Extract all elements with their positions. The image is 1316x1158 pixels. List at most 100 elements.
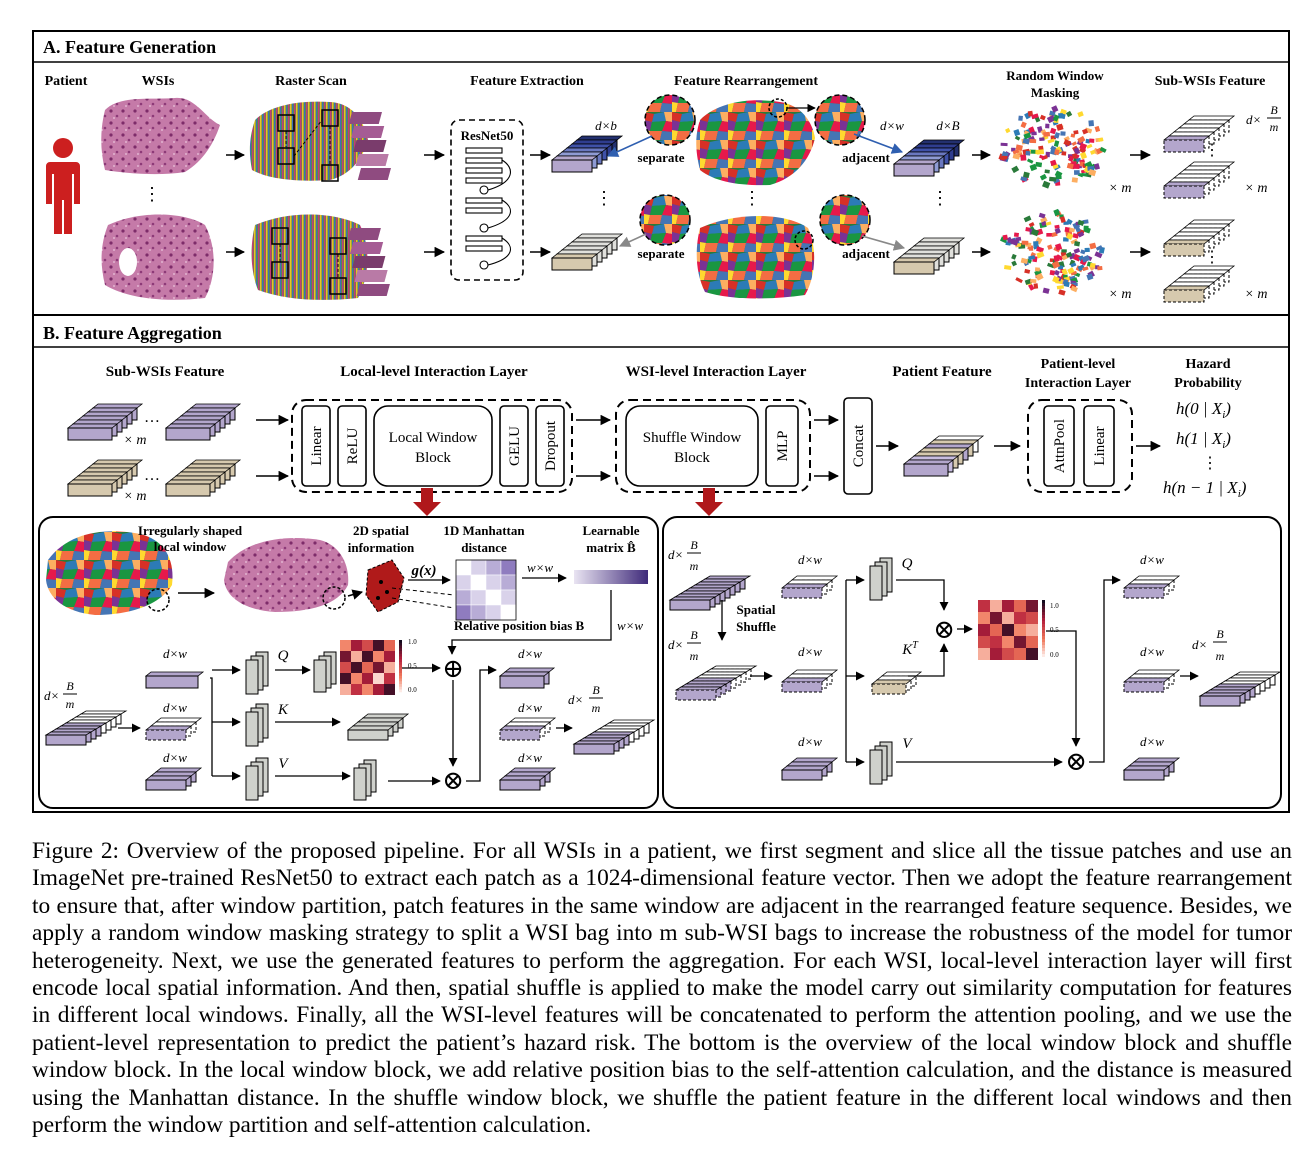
- b-subwsi-tan-2: [164, 459, 242, 497]
- relu-box: ReLU: [337, 405, 367, 487]
- learnable-label-2: matrix B̂: [586, 540, 636, 555]
- value-matrix: [245, 757, 269, 801]
- subwsi-stack-purple-2: [1162, 161, 1236, 199]
- spatial-shuffle-1: Spatial: [736, 602, 775, 617]
- wsi-dots: ⋮: [143, 184, 161, 204]
- ld-dxw-2: d×w: [163, 700, 187, 715]
- svg-text:d×: d×: [668, 547, 683, 562]
- local-output-stack: [572, 719, 656, 755]
- svg-text:1.0: 1.0: [1050, 602, 1059, 610]
- irregular-label-2: local window: [154, 539, 227, 554]
- svg-text:ReLU: ReLU: [345, 428, 361, 465]
- subwsi-dots-1: ⋮: [1204, 142, 1220, 159]
- spatial-label-1: 2D spatial: [353, 523, 409, 538]
- svg-text:KT: KT: [901, 640, 919, 658]
- query-matrix: [245, 651, 269, 695]
- wsi-thumbnail-1: [101, 97, 220, 175]
- local-tissue-wsi: [224, 537, 349, 612]
- heading-b-wsi: WSI-level Interaction Layer: [626, 364, 807, 380]
- svg-text:Q: Q: [902, 556, 913, 572]
- random-window-masking-1: [998, 105, 1107, 189]
- rea-dots: ⋮: [931, 188, 949, 208]
- svg-text:m: m: [1216, 649, 1225, 663]
- zoom-circle-adjacent-2: [819, 194, 871, 246]
- shuffle-window-3: [780, 757, 839, 781]
- svg-text:B: B: [1216, 627, 1224, 641]
- local-window-block: Local Window Block: [373, 405, 493, 487]
- key-matrix: [245, 703, 269, 747]
- raster-scan-1: [249, 101, 368, 182]
- manhattan-label-1: 1D Manhattan: [443, 523, 525, 538]
- dim-dB-a: d×B: [936, 118, 959, 133]
- patient-layer-frame: [1027, 399, 1133, 493]
- svg-text:d×w: d×w: [798, 644, 822, 659]
- adjacent-label-1: adjacent: [842, 150, 890, 165]
- attention-heatmap-local: [340, 640, 402, 696]
- svg-text:d×w: d×w: [1140, 644, 1164, 659]
- separate-label-1: separate: [638, 150, 685, 165]
- feature-stack-tan: [550, 233, 624, 271]
- shuffle-window-block: Shuffle Window Block: [625, 405, 759, 487]
- dim-dw-a: d×w: [880, 118, 904, 133]
- gelu-box: GELU: [499, 405, 529, 487]
- subwsi-dots-2: ⋮: [1204, 249, 1220, 266]
- svg-text:Local Window: Local Window: [389, 430, 478, 446]
- ld-scale-top: 1.0: [408, 638, 417, 646]
- svg-text:GELU: GELU: [507, 426, 523, 466]
- svg-text:Linear: Linear: [1092, 426, 1108, 465]
- svg-text:d×: d×: [568, 692, 583, 707]
- frac-num: B: [1270, 103, 1278, 117]
- patch-stack-2: [347, 228, 390, 296]
- svg-text:MLP: MLP: [775, 431, 791, 462]
- ld-scale-mid: 0.5: [408, 662, 417, 670]
- local-window-3: [144, 767, 203, 791]
- local-mosaic-wsi: [46, 531, 173, 615]
- svg-text:d×w: d×w: [518, 750, 542, 765]
- svg-text:B: B: [592, 683, 600, 697]
- svg-text:m: m: [66, 697, 75, 711]
- attention-heatmap-shuffle: [978, 600, 1045, 661]
- ld-q-label: Q: [278, 648, 289, 664]
- svg-text:m: m: [592, 701, 601, 715]
- b-times-m-1: × m: [123, 433, 146, 448]
- svg-text:d×w: d×w: [798, 734, 822, 749]
- heading-raster: Raster Scan: [275, 74, 347, 89]
- local-window-1: [144, 671, 205, 689]
- heading-b-subwsi: Sub-WSIs Feature: [106, 364, 225, 380]
- query-matrix-2: [313, 651, 337, 693]
- svg-text:B: B: [66, 679, 74, 693]
- heading-b-plevel-2: Interaction Layer: [1025, 376, 1131, 391]
- gx-label: g(x): [411, 563, 437, 579]
- heading-extraction: Feature Extraction: [470, 74, 584, 89]
- irregular-label-1: Irregularly shaped: [138, 523, 243, 538]
- svg-text:d×: d×: [668, 637, 683, 652]
- patch-stack-1: [348, 112, 391, 180]
- mlp-box: MLP: [765, 405, 799, 487]
- pipeline-figure: A. Feature Generation Patient WSIs Raste…: [32, 30, 1290, 813]
- svg-text:Block: Block: [674, 450, 710, 466]
- svg-text:0.5: 0.5: [1050, 626, 1059, 634]
- svg-text:h(1 | Xi): h(1 | Xi): [1176, 429, 1231, 451]
- hazard-hn: h(n − 1 | Xi): [1163, 478, 1247, 500]
- red-arrow-shuffle: [695, 488, 723, 516]
- svg-text:V: V: [902, 736, 913, 752]
- times-m-a1: × m: [1108, 181, 1131, 196]
- zoom-circle-adjacent-1: [814, 94, 866, 146]
- wxw-label-2: w×w: [617, 618, 643, 633]
- hazard-h0: h(0 | Xi): [1176, 399, 1231, 421]
- heading-b-hazard-1: Hazard: [1185, 357, 1230, 372]
- ld-dBm: d×: [44, 688, 59, 703]
- patient-feature-stack: [902, 435, 985, 477]
- manhattan-label-2: distance: [461, 540, 507, 555]
- heading-patient: Patient: [45, 74, 88, 89]
- adjacent-label-2: adjacent: [842, 246, 890, 261]
- section-a-title: A. Feature Generation: [43, 37, 216, 57]
- learnable-matrix-bar: [574, 570, 648, 584]
- local-output-1: [498, 667, 556, 689]
- resnet50-block: ResNet50: [450, 119, 524, 281]
- shuffle-output-3: [1122, 757, 1181, 781]
- ld-dxw-1: d×w: [163, 646, 187, 661]
- local-input-stack: [44, 710, 128, 746]
- svg-text:d×w: d×w: [518, 646, 542, 661]
- local-window-2: [144, 717, 203, 741]
